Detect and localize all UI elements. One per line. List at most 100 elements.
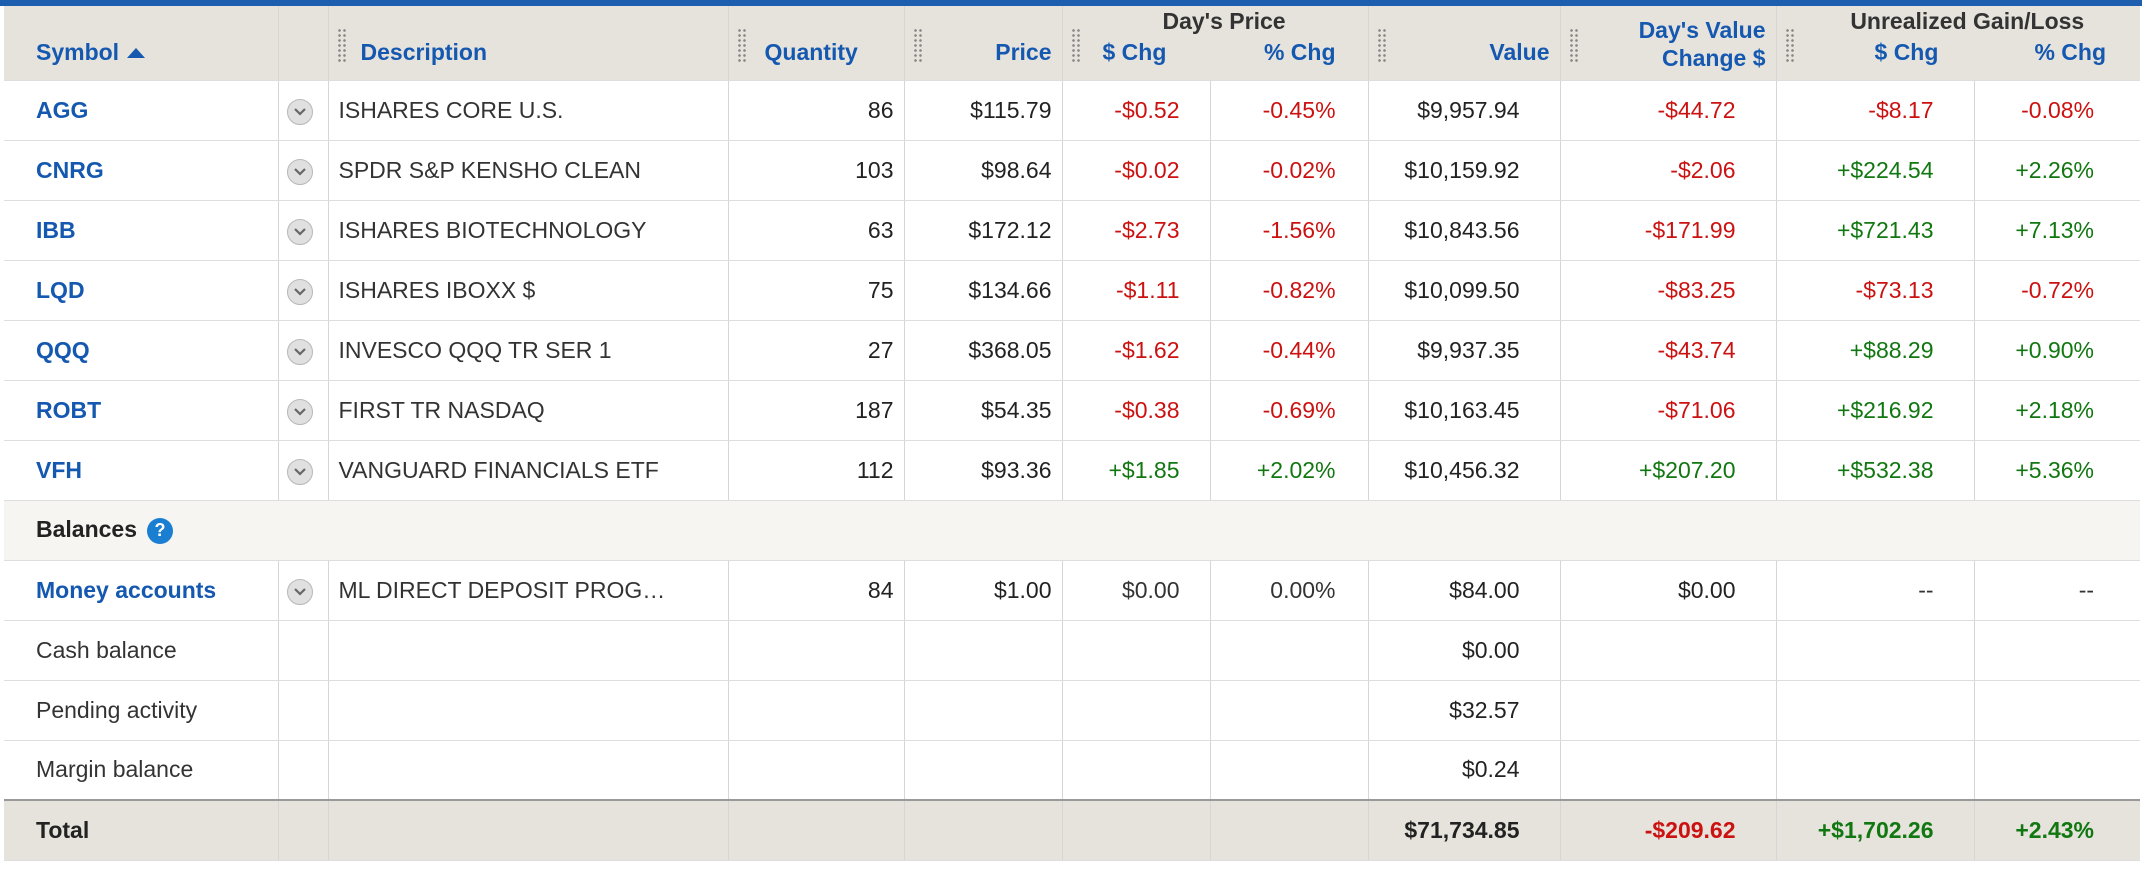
holding-price: $368.05 [904,320,1063,381]
money-accounts-row[interactable]: Money accounts ML DIRECT DEPOSIT PROG… 8… [4,560,2141,621]
holding-quantity: 75 [728,260,905,321]
money-accounts-value: $84.00 [1368,560,1561,621]
column-header-symbol[interactable]: Symbol [4,6,279,81]
holding-row[interactable]: CNRG SPDR S&P KENSHO CLEAN 103 $98.64 -$0.02… [4,140,2141,201]
column-grip-icon[interactable] [1070,28,1081,62]
column-grip-icon[interactable] [736,28,747,62]
holding-value: $10,159.92 [1368,140,1561,201]
holding-day-pct: -0.69% [1210,380,1369,441]
chevron-down-icon[interactable] [286,338,313,365]
holding-row[interactable]: AGG ISHARES CORE U.S. 86 $115.79 -$0.52 -0.45… [4,80,2141,141]
header-price-label: Price [995,38,1052,65]
chevron-down-icon[interactable] [286,398,313,425]
margin-balance-label: Margin balance [4,740,279,801]
holding-value: $10,456.32 [1368,440,1561,501]
holding-description: ISHARES CORE U.S. [328,80,729,141]
column-grip-icon[interactable] [912,28,923,62]
chevron-down-icon[interactable] [286,278,313,305]
header-days-price-dollar[interactable]: $ Chg [1102,38,1167,65]
total-day-value-chg: -$209.62 [1560,799,1777,861]
cash-balance-label: Cash balance [4,620,279,681]
holding-unreal-pct: +0.90% [1974,320,2141,381]
money-accounts-link[interactable]: Money accounts [4,560,279,621]
symbol-link[interactable]: VFH [4,440,279,501]
column-grip-icon[interactable] [1376,28,1387,62]
holding-row[interactable]: LQD ISHARES IBOXX $75 $134.66 -$1.11 -0.82% $… [4,260,2141,321]
column-header-description[interactable]: Description [328,6,729,81]
holding-quantity: 27 [728,320,905,381]
holding-row[interactable]: VFH VANGUARD FINANCIALS ETF 112 $93.36 +$1.8… [4,440,2141,501]
holding-quantity: 187 [728,380,905,441]
holding-description: FIRST TR NASDAQ [328,380,729,441]
holding-day-pct: -0.02% [1210,140,1369,201]
symbol-link[interactable]: AGG [4,80,279,141]
money-accounts-day-value-chg: $0.00 [1560,560,1777,621]
holding-price: $115.79 [904,80,1063,141]
column-grip-icon[interactable] [1568,28,1579,62]
holding-unreal-chg: +$88.29 [1776,320,1975,381]
column-header-unrealized[interactable]: Unrealized Gain/Loss $ Chg % Chg [1776,6,2141,81]
symbol-link[interactable]: ROBT [4,380,279,441]
holding-price: $134.66 [904,260,1063,321]
header-unrealized-dollar[interactable]: $ Chg [1874,38,1939,65]
holding-day-pct: -0.45% [1210,80,1369,141]
chevron-down-icon[interactable] [286,578,313,605]
holding-day-chg: -$2.73 [1062,200,1211,261]
header-unrealized-pct[interactable]: % Chg [2034,38,2107,65]
margin-balance-row: Margin balance $0.24 [4,740,2141,801]
holding-row[interactable]: QQQ INVESCO QQQ TR SER 1 27 $368.05 -$1.62 -0… [4,320,2141,381]
chevron-down-icon[interactable] [286,158,313,185]
holding-unreal-pct: -0.08% [1974,80,2141,141]
holding-value: $10,099.50 [1368,260,1561,321]
sort-ascending-icon[interactable] [127,48,146,59]
holding-price: $54.35 [904,380,1063,441]
money-accounts-unreal-pct: -- [1974,560,2141,621]
symbol-link[interactable]: CNRG [4,140,279,201]
holding-unreal-chg: +$224.54 [1776,140,1975,201]
holding-value: $9,957.94 [1368,80,1561,141]
column-grip-icon[interactable] [336,28,347,62]
column-header-menu [278,6,329,81]
money-accounts-unreal-chg: -- [1776,560,1975,621]
column-grip-icon[interactable] [1784,28,1795,62]
symbol-link[interactable]: LQD [4,260,279,321]
symbol-link[interactable]: IBB [4,200,279,261]
holding-day-pct: +2.02% [1210,440,1369,501]
holding-description: ISHARES BIOTECHNOLOGY [328,200,729,261]
holding-unreal-pct: +7.13% [1974,200,2141,261]
money-accounts-quantity: 84 [728,560,905,621]
holding-row[interactable]: IBB ISHARES BIOTECHNOLOGY 63 $172.12 -$2.73-… [4,200,2141,261]
column-header-days-value-change[interactable]: Day's Value Change $ [1560,6,1777,81]
holding-day-chg: -$0.38 [1062,380,1211,441]
pending-activity-row: Pending activity $32.57 [4,680,2141,741]
header-unrealized-group: Unrealized Gain/Loss [1850,7,2085,34]
chevron-down-icon[interactable] [286,458,313,485]
holdings-body: AGG ISHARES CORE U.S. 86 $115.79 -$0.52 -0.45… [4,80,2141,861]
header-row: Symbol Description Quantity Price D [4,6,2141,81]
column-header-value[interactable]: Value [1368,6,1561,81]
column-header-days-price[interactable]: Day's Price $ Chg % Chg [1062,6,1369,81]
money-accounts-day-pct: 0.00% [1210,560,1369,621]
holding-day-chg: -$1.11 [1062,260,1211,321]
header-days-price-pct[interactable]: % Chg [1263,38,1336,65]
help-circle-icon[interactable]: ? [147,517,174,544]
holding-quantity: 112 [728,440,905,501]
holding-row[interactable]: ROBT FIRST TR NASDAQ 187 $54.35 -$0.38 -0.69%… [4,380,2141,441]
chevron-down-icon[interactable] [286,218,313,245]
holding-description: INVESCO QQQ TR SER 1 [328,320,729,381]
chevron-down-icon[interactable] [286,98,313,125]
total-unreal-pct: +2.43% [1974,799,2141,861]
holding-day-chg: -$0.52 [1062,80,1211,141]
holding-unreal-pct: +2.26% [1974,140,2141,201]
pending-activity-value: $32.57 [1368,680,1561,741]
holding-day-value-chg: -$44.72 [1560,80,1777,141]
total-row: Total $71,734.85 -$209.62 +$1,702.26 +2.… [4,799,2141,861]
top-accent-bar [0,0,2142,6]
holding-day-pct: -1.56% [1210,200,1369,261]
symbol-link[interactable]: QQQ [4,320,279,381]
total-value: $71,734.85 [1368,799,1561,861]
header-symbol-label: Symbol [36,38,120,65]
column-header-quantity[interactable]: Quantity [728,6,905,81]
money-accounts-description: ML DIRECT DEPOSIT PROG… [328,560,729,621]
column-header-price[interactable]: Price [904,6,1063,81]
